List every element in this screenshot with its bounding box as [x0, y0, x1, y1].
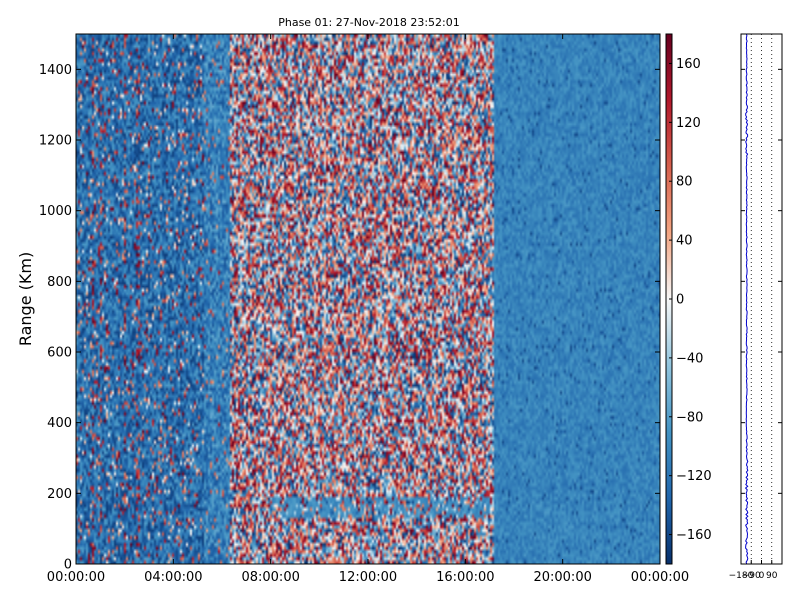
profile-x-tick-label: 0	[759, 571, 765, 581]
x-tick-label: 08:00:00	[241, 570, 299, 585]
colorbar-tick-label: 160	[676, 57, 701, 72]
y-axis-label: Range (Km)	[16, 252, 35, 346]
profile-line	[744, 33, 749, 565]
profile-x-tick-label: 90	[766, 571, 778, 581]
phase-profile-panel: −180−900 90	[729, 33, 783, 581]
y-tick-label: 1400	[39, 63, 72, 78]
x-axis: 00:00:00 04:00:00 08:00:00 12:00:00 16:00:00…	[47, 34, 689, 585]
colorbar-tick-label: 120	[676, 116, 701, 131]
y-tick-label: 1000	[39, 204, 72, 219]
colorbar-tick-label: 40	[676, 234, 693, 249]
y-tick-label: 1200	[39, 134, 72, 149]
x-tick-label: 16:00:00	[436, 570, 494, 585]
x-tick-label: 20:00:00	[533, 570, 591, 585]
colorbar-tick-label: −40	[676, 351, 703, 366]
colorbar: 160 120 80 40 0 −40 −80 −120 −160	[665, 33, 712, 565]
colorbar-tick-label: 0	[676, 293, 684, 308]
x-tick-label: 04:00:00	[144, 570, 202, 585]
phase-heatmap	[76, 34, 660, 564]
colorbar-tick-label: 80	[676, 175, 693, 190]
x-tick-label: 12:00:00	[339, 570, 397, 585]
colorbar-tick-label: −80	[676, 410, 703, 425]
colorbar-tick-label: −120	[676, 469, 712, 484]
heatmap-image	[76, 34, 660, 564]
x-tick-label: 00:00:00	[631, 570, 689, 585]
colorbar-tick-label: −160	[676, 528, 712, 543]
x-tick-label: 00:00:00	[47, 570, 105, 585]
y-tick-label: 800	[47, 275, 72, 290]
profile-x-tick-label: −180	[729, 571, 754, 581]
profile-x-tick-label: −90	[742, 571, 761, 581]
y-tick-label: 400	[47, 416, 72, 431]
y-tick-label: 600	[47, 346, 72, 361]
y-tick-label: 200	[47, 487, 72, 502]
y-tick-label: 0	[64, 558, 72, 573]
y-axis: 0 200 400 600 800 1000 1200 1400	[39, 63, 660, 573]
chart-title: Phase 01: 27-Nov-2018 23:52:01	[278, 16, 460, 29]
